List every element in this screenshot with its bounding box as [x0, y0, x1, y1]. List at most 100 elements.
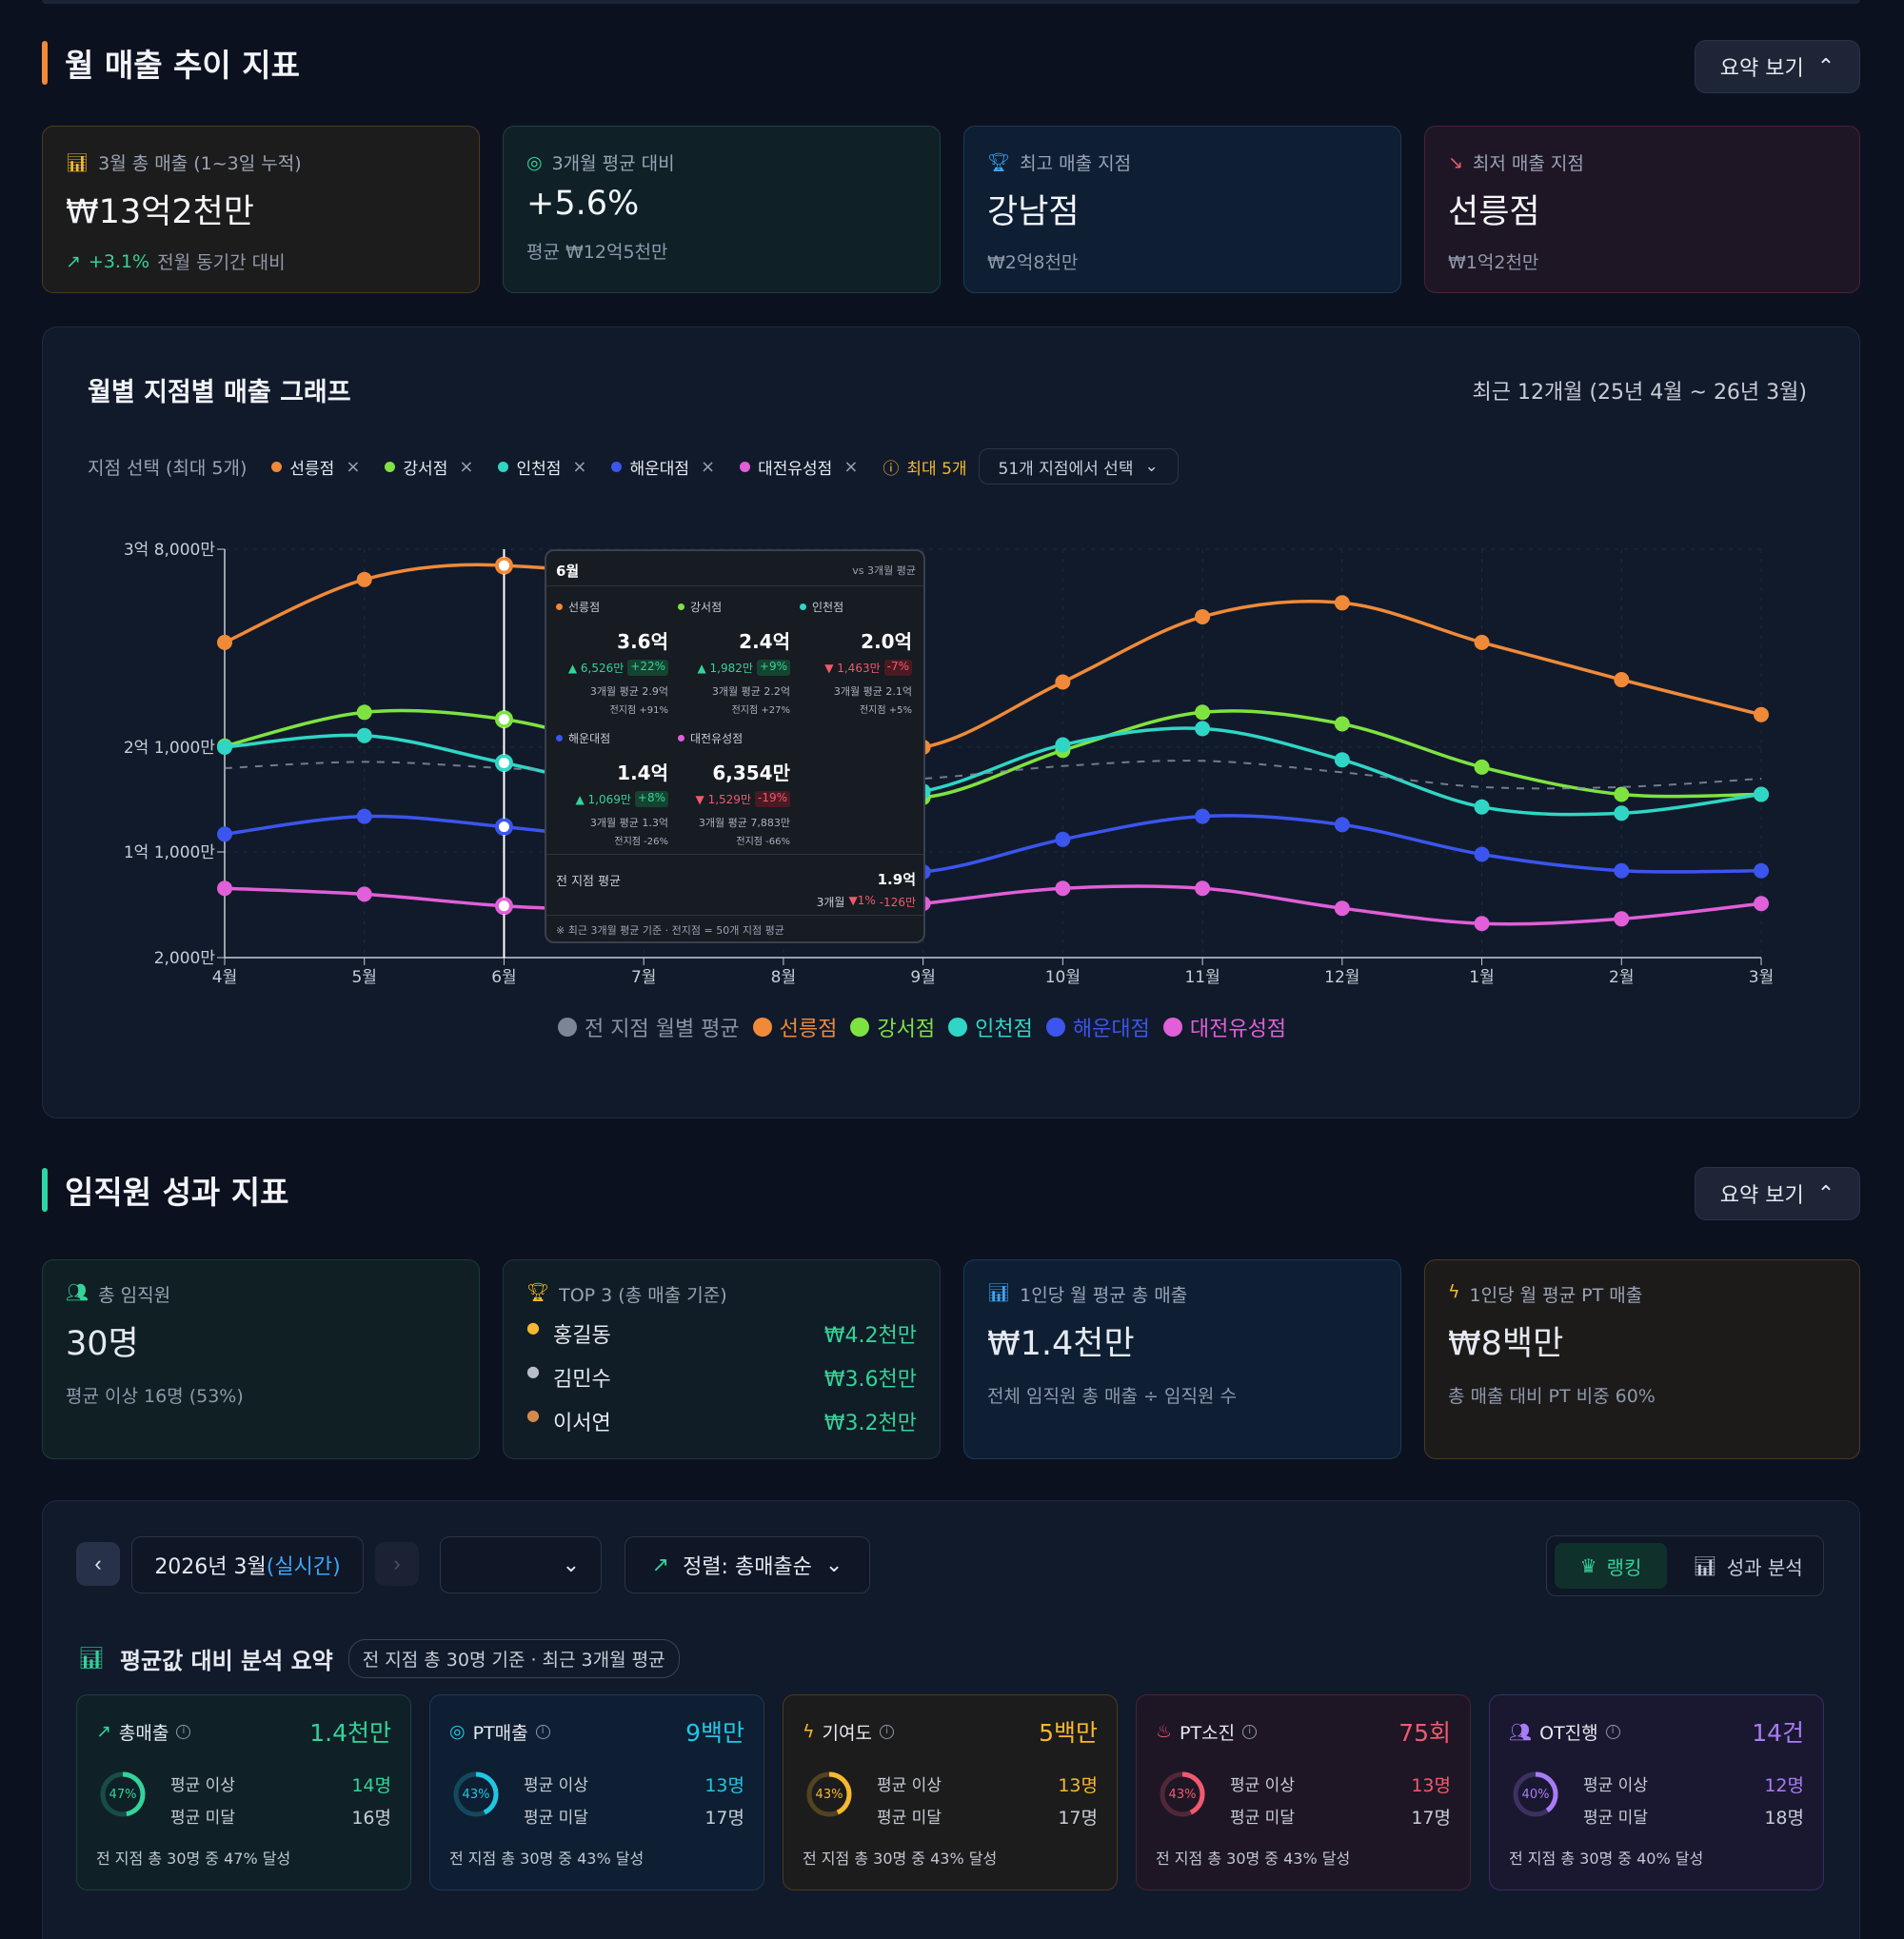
section-accent — [42, 1168, 48, 1212]
top3-item[interactable]: ● 홍길동 ₩4.2천만 — [526, 1318, 917, 1349]
kpi-value: ₩13억2천만 — [66, 193, 255, 231]
metric-name: OT진행 — [1539, 1722, 1598, 1744]
legend-incheon[interactable]: 인천점 — [948, 1012, 1033, 1042]
data-point — [1614, 672, 1630, 688]
prev-month-button[interactable]: ‹ — [76, 1542, 120, 1586]
branch-select-dropdown[interactable]: 51개 지점에서 선택 ⌄ — [978, 448, 1179, 485]
info-icon[interactable]: i — [880, 1724, 894, 1739]
x-tick-label: 4월 — [212, 968, 237, 987]
tooltip-all-prefix: 3개월 — [816, 896, 845, 909]
legend-all-average[interactable]: 전 지점 월별 평균 — [558, 1012, 740, 1042]
above-count: 12명 — [1764, 1775, 1804, 1796]
close-icon[interactable]: × — [459, 456, 474, 477]
top3-item[interactable]: ● 이서연 ₩3.2천만 — [526, 1406, 917, 1436]
metric-name: 총매출 — [118, 1722, 169, 1744]
progress-pct: 43% — [462, 1787, 490, 1802]
x-tick-label: 10월 — [1045, 968, 1081, 987]
x-tick-label: 6월 — [491, 968, 516, 987]
info-icon[interactable]: i — [1605, 1724, 1620, 1739]
series-line — [224, 814, 1762, 876]
metric-card[interactable]: ↗ 총매출 i 1.4천만 47% 평균 이상 14명 평균 미달 16명 전 지점 총 30명 … — [76, 1694, 411, 1890]
tab-ranking[interactable]: ♛ 랭킹 — [1555, 1543, 1667, 1589]
month-display[interactable]: 2026년 3월 (실시간) — [131, 1536, 364, 1593]
branch-chip-seolleung[interactable]: 선릉점 × — [271, 455, 360, 479]
top3-item[interactable]: ● 김민수 ₩3.6천만 — [526, 1362, 917, 1393]
top3-name: 김민수 — [552, 1368, 611, 1392]
metric-card[interactable]: ϟ 기여도 i 5백만 43% 평균 이상 13명 평균 미달 17명 전 지점 총 30명 중 … — [783, 1694, 1118, 1890]
legend-gangseo[interactable]: 강서점 — [850, 1012, 935, 1042]
tooltip-item: 강서점 2.4억 ▲ 1,982만 +9% 3개월 평균 2.2억 전지점 +27% — [678, 599, 790, 716]
progress-pct: 43% — [1168, 1787, 1197, 1802]
tooltip-item-head: 대전유성점 — [678, 730, 790, 746]
info-icon[interactable]: i — [176, 1724, 191, 1739]
legend-haeundae[interactable]: 해운대점 — [1045, 1012, 1150, 1042]
data-point — [1334, 900, 1350, 917]
metric-card[interactable]: ♨ PT소진 i 75회 43% 평균 이상 13명 평균 미달 17명 전 지점 총 30명 중… — [1136, 1694, 1471, 1890]
data-point — [1195, 721, 1211, 737]
trend-up-icon: ↗ — [96, 1721, 111, 1742]
tooltip-value: 2.0억 — [861, 630, 912, 653]
max-badge: ⓘ 최대 5개 — [883, 455, 966, 479]
sort-select[interactable]: ↗ 정렬: 총매출순 ⌄ — [625, 1536, 870, 1593]
metric-card[interactable]: 👥︎ OT진행 i 14건 40% 평균 이상 12명 평균 미달 18명 전 지점 총 30명 … — [1489, 1694, 1824, 1890]
tooltip-change: ▲ 6,526만 +22% — [556, 660, 668, 676]
metric-card[interactable]: ◎ PT매출 i 9백만 43% 평균 이상 13명 평균 미달 17명 전 지점 총 30명 중… — [429, 1694, 764, 1890]
target-icon: ◎ — [449, 1721, 466, 1742]
filter-select[interactable]: ⌄ — [440, 1536, 602, 1593]
below-count: 18명 — [1764, 1808, 1804, 1829]
tooltip-all-chg2: -126만 — [879, 896, 916, 909]
top3-list: ● 홍길동 ₩4.2천만 ● 김민수 ₩3.6천만 ● 이서연 ₩3.2천만 — [526, 1318, 917, 1436]
x-tick-label: 1월 — [1469, 968, 1494, 987]
branch-selector: 지점 선택 (최대 5개) 선릉점 × 강서점 × 인천점 × 해운대점 × 대전유성점… — [88, 447, 1179, 485]
color-dot — [678, 735, 684, 742]
branch-chip-haeundae[interactable]: 해운대점 × — [611, 455, 715, 479]
staff-summary-button[interactable]: 요약 보기 ⌃ — [1695, 1167, 1860, 1220]
legend-dot — [1045, 1018, 1065, 1037]
above-row: 평균 이상 14명 — [170, 1771, 391, 1797]
section-accent — [42, 41, 48, 85]
close-icon[interactable]: × — [346, 456, 361, 477]
close-icon[interactable]: × — [701, 456, 716, 477]
branch-chip-gangseo[interactable]: 강서점 × — [385, 455, 473, 479]
top3-name: 홍길동 — [552, 1324, 611, 1348]
tooltip-value: 1.4억 — [617, 762, 668, 784]
chevron-left-icon: ‹ — [94, 1552, 102, 1575]
next-month-button[interactable]: › — [375, 1542, 419, 1586]
tooltip-avg: 3개월 평균 2.9억 — [589, 685, 668, 698]
color-dot — [740, 461, 751, 472]
close-icon[interactable]: × — [572, 456, 587, 477]
data-point — [1614, 911, 1630, 927]
kpi-value: ₩8백만 — [1448, 1325, 1564, 1363]
chip-label: 선릉점 — [289, 459, 335, 479]
tooltip-change: ▲ 1,069만 +8% — [556, 791, 668, 807]
analysis-header: 📊︎ 평균값 대비 분석 요약 전 지점 총 30명 기준 · 최근 3개월 평… — [78, 1639, 680, 1678]
data-point — [1195, 704, 1211, 721]
color-dot — [611, 461, 623, 472]
legend-seolleung[interactable]: 선릉점 — [752, 1012, 837, 1042]
close-icon[interactable]: × — [843, 456, 859, 477]
tooltip-avg: 3개월 평균 2.2억 — [711, 685, 790, 698]
tooltip-name: 대전유성점 — [690, 732, 744, 745]
data-point — [356, 727, 372, 743]
analysis-badge: 전 지점 총 30명 기준 · 최근 3개월 평균 — [347, 1639, 680, 1678]
top3-value: ₩3.2천만 — [823, 1412, 917, 1435]
legend-label: 인천점 — [975, 1018, 1033, 1041]
legend-dot — [1162, 1018, 1182, 1037]
data-point — [1754, 896, 1769, 912]
tooltip-pct: +22% — [627, 660, 668, 676]
info-icon[interactable]: i — [1242, 1724, 1258, 1739]
legend-daejeon[interactable]: 대전유성점 — [1162, 1012, 1286, 1042]
tooltip-month: 6월 — [556, 563, 580, 580]
users-icon: 👥︎ — [66, 1282, 89, 1303]
branch-chip-daejeon[interactable]: 대전유성점 × — [740, 455, 858, 479]
info-icon[interactable]: i — [535, 1724, 550, 1739]
above-label: 평균 이상 — [170, 1776, 235, 1795]
branch-chip-incheon[interactable]: 인천점 × — [498, 455, 586, 479]
kpi-value: 강남점 — [987, 193, 1080, 231]
sales-section-title: 월 매출 추이 지표 — [42, 40, 300, 86]
tab-analysis[interactable]: 📊︎ 성과 분석 — [1678, 1543, 1817, 1589]
chip-label: 강서점 — [403, 459, 448, 479]
sales-summary-button[interactable]: 요약 보기 ⌃ — [1695, 40, 1860, 93]
trend-up-icon: ↗ — [66, 250, 81, 272]
